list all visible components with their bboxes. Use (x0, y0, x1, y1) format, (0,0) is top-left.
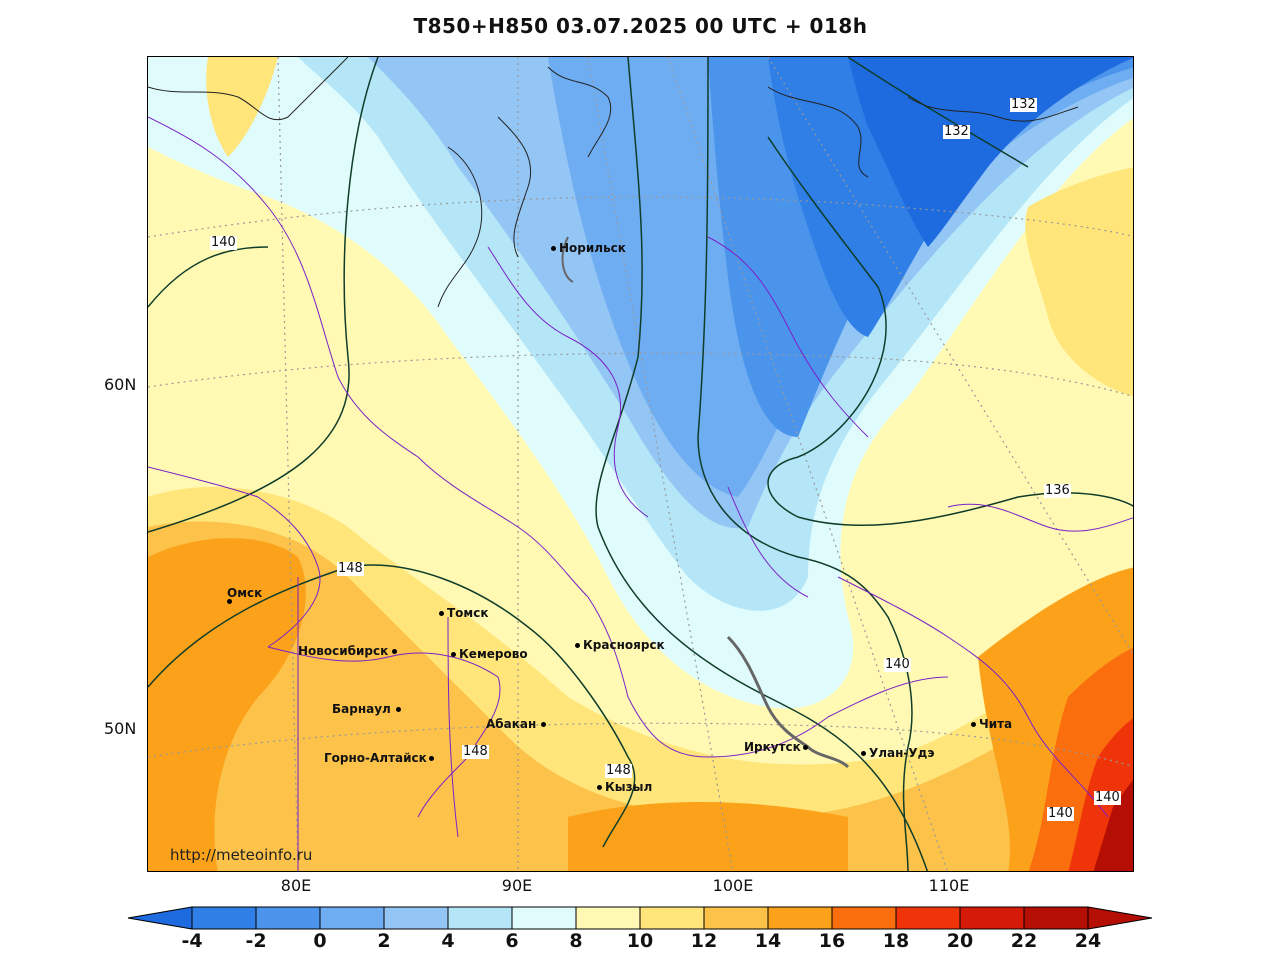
city-marker[interactable]: Томск (439, 606, 489, 620)
temperature-field (148, 57, 1133, 871)
city-marker[interactable]: Новосибирск (298, 644, 400, 658)
colorbar-tick-label: -2 (245, 930, 267, 952)
colorbar-cell (255, 906, 321, 930)
contour-label: 140 (1047, 806, 1074, 821)
colorbar-cell (895, 906, 961, 930)
longitude-label: 80E (280, 876, 312, 895)
contour-label: 140 (884, 657, 911, 672)
colorbar-cell (447, 906, 513, 930)
city-marker[interactable]: Горно-Алтайск (324, 751, 437, 765)
coastlines (148, 57, 1079, 308)
field-18-south (568, 802, 848, 871)
colorbar-tick-label: 14 (754, 930, 782, 952)
colorbar-tick-label: 22 (1010, 930, 1038, 952)
contour-label: 140 (210, 235, 237, 250)
colorbar-tick-label: 20 (946, 930, 974, 952)
colorbar-cell (319, 906, 385, 930)
source-url: http://meteoinfo.ru (170, 846, 313, 864)
colorbar-tick-label: -4 (181, 930, 203, 952)
contour-label: 148 (462, 744, 489, 759)
city-marker[interactable]: Кызыл (597, 780, 652, 794)
height-contours (148, 57, 1133, 871)
colorbar-arrow-low (127, 906, 193, 930)
field-16 (148, 521, 1133, 871)
colorbar-tick-label: 0 (313, 930, 327, 952)
colorbar-cell (831, 906, 897, 930)
colorbar-tick-label: 8 (569, 930, 583, 952)
city-marker[interactable]: Улан-Удэ (861, 746, 934, 760)
map-panel[interactable] (147, 56, 1134, 872)
contour-label: 148 (337, 561, 364, 576)
colorbar-arrow-high (1087, 906, 1153, 930)
map-title: T850+H850 03.07.2025 00 UTC + 018h (413, 14, 868, 38)
colorbar-tick-label: 2 (377, 930, 391, 952)
temperature-colorbar (127, 906, 1153, 930)
colorbar-cell (767, 906, 833, 930)
field-24 (1093, 779, 1133, 871)
colorbar-tick-label: 16 (818, 930, 846, 952)
colorbar-tick-label: 4 (441, 930, 455, 952)
contour-label: 132 (943, 124, 970, 139)
colorbar-cell (639, 906, 705, 930)
contour-label: 136 (1044, 483, 1071, 498)
colorbar-tick-label: 12 (690, 930, 718, 952)
colorbar-cell (1023, 906, 1089, 930)
city-marker[interactable]: Красноярск (575, 638, 665, 652)
city-marker[interactable]: Барнаул (332, 702, 404, 716)
longitude-label: 100E (712, 876, 754, 895)
colorbar-tick-label: 10 (626, 930, 654, 952)
city-marker[interactable]: Чита (971, 717, 1012, 731)
field-14-nw (206, 57, 278, 157)
contour-label: 140 (1094, 790, 1121, 805)
longitude-label: 90E (501, 876, 533, 895)
colorbar-cell (575, 906, 641, 930)
city-marker[interactable]: Омск (227, 586, 262, 604)
latitude-label: 50N (104, 719, 137, 738)
colorbar-cell (959, 906, 1025, 930)
colorbar-tick-label: 24 (1074, 930, 1102, 952)
field-18-west (148, 538, 306, 871)
colorbar-cell (383, 906, 449, 930)
latitude-label: 60N (104, 375, 137, 394)
field-14-ne (1025, 167, 1133, 397)
colorbar-tick-label: 18 (882, 930, 910, 952)
graticule (148, 57, 1133, 871)
contour-label: 148 (605, 763, 632, 778)
colorbar-cell (511, 906, 577, 930)
admin-borders (148, 116, 1133, 871)
colorbar-cell (703, 906, 769, 930)
contour-label: 132 (1010, 97, 1037, 112)
city-marker[interactable]: Норильск (551, 241, 626, 255)
river-yenisei (561, 236, 574, 283)
colorbar-cell (191, 906, 257, 930)
field-m2 (848, 57, 1133, 247)
colorbar-tick-label: 6 (505, 930, 519, 952)
city-marker[interactable]: Иркутск (744, 740, 811, 754)
city-marker[interactable]: Кемерово (451, 647, 528, 661)
longitude-label: 110E (928, 876, 970, 895)
lake-baikal (726, 635, 850, 769)
city-marker[interactable]: Абакан (486, 717, 549, 731)
